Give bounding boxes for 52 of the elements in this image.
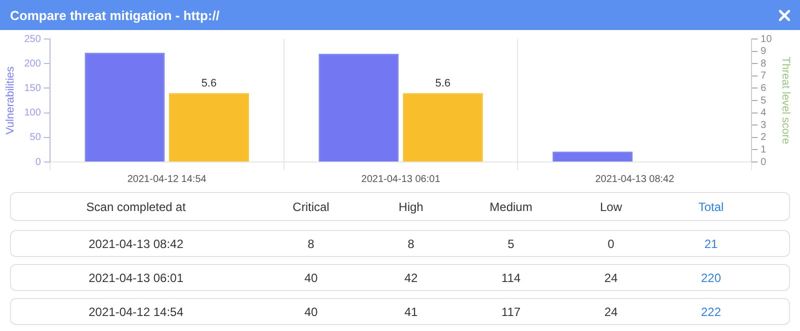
bar — [318, 54, 399, 162]
data-label: 24 — [603, 270, 619, 284]
y-tick-label: 250 — [24, 34, 42, 45]
category-label: 2021-04-13 06:01 — [88, 270, 184, 284]
y2-tick-label: 3 — [760, 120, 767, 131]
data-label: 5.6 — [201, 78, 217, 90]
y-axis-title: Vulnerabilities — [4, 66, 17, 135]
y2-tick-label: 8 — [760, 58, 767, 70]
y2-tick-label: 5 — [760, 95, 767, 106]
y2-tick-label: 1 — [760, 144, 767, 156]
category-label: 2021-04-13 08:42 — [88, 236, 184, 250]
data-label: 42 — [403, 270, 419, 284]
data-label: 40 — [303, 270, 319, 284]
bar — [552, 152, 633, 162]
legend-label: Medium — [488, 200, 534, 214]
data-label: 0 — [606, 236, 616, 250]
y2-tick-label: 2 — [760, 132, 767, 144]
x-tick-label: 2021-04-13 08:42 — [595, 174, 675, 185]
x-tick-label: 2021-04-13 06:01 — [361, 174, 441, 185]
data-label: 114 — [500, 270, 522, 284]
data-label: 40 — [303, 304, 319, 318]
data-label: 222 — [700, 304, 722, 318]
text: Scan completed at — [86, 200, 186, 214]
y2-tick-label: 6 — [760, 82, 767, 94]
data-label: 21 — [703, 236, 719, 250]
x-tick-label: 2021-04-12 14:54 — [127, 174, 207, 185]
data-label: 220 — [700, 270, 722, 284]
y-tick-label: 150 — [24, 82, 42, 94]
data-label: 5.6 — [435, 78, 451, 90]
y-tick-label: 50 — [30, 132, 42, 144]
y2-axis-title: Threat level score — [779, 56, 792, 144]
data-label: 8 — [406, 236, 416, 250]
data-label: 24 — [603, 304, 619, 318]
y-tick-label: 100 — [24, 108, 42, 119]
legend-label: Critical — [292, 200, 330, 214]
bar — [84, 52, 165, 162]
y2-tick-label: 10 — [760, 34, 772, 45]
y2-tick-label: 7 — [760, 70, 767, 82]
data-label: 8 — [306, 236, 316, 250]
data-label: 5 — [506, 236, 516, 250]
data-label: 41 — [403, 304, 419, 318]
y2-tick-label: 9 — [760, 46, 767, 58]
y2-tick-label: 4 — [760, 108, 767, 119]
legend-label: Total — [697, 200, 725, 214]
category-label: 2021-04-12 14:54 — [88, 304, 184, 318]
y-tick-label: 0 — [35, 156, 42, 168]
y-tick-label: 200 — [24, 58, 42, 70]
legend-label: Low — [598, 200, 623, 214]
chart-title: Compare threat mitigation - http:// — [10, 8, 220, 22]
legend-label: High — [398, 200, 424, 214]
data-label: 117 — [500, 304, 522, 318]
y2-tick-label: 0 — [760, 156, 767, 168]
